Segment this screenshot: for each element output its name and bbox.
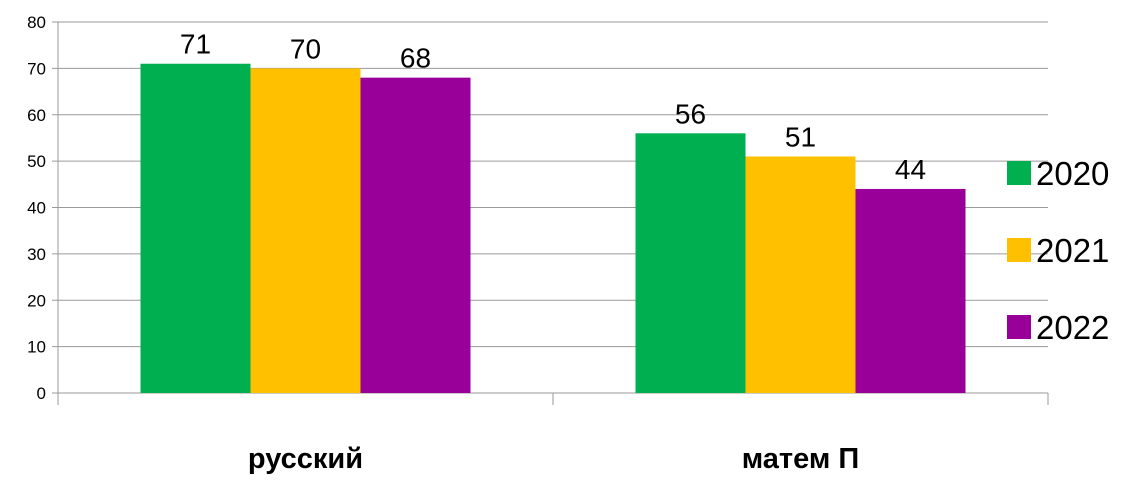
y-tick-label: 50 [27, 152, 46, 171]
data-labels: 71 70 68 56 51 44 [180, 29, 926, 185]
data-label: 68 [400, 43, 431, 74]
y-tick-label: 0 [37, 384, 46, 403]
bar-2021-2 [745, 156, 856, 393]
bar-2022-2 [855, 188, 966, 393]
legend-label: 2020 [1036, 155, 1109, 192]
y-tick-label: 60 [27, 106, 46, 125]
data-label: 70 [290, 33, 321, 64]
legend-swatch [1007, 238, 1031, 262]
y-tick-label: 20 [27, 291, 46, 310]
y-tick-label: 40 [27, 199, 46, 218]
bars [140, 63, 966, 394]
legend-item-2021: 2021 [1007, 232, 1109, 269]
y-tick-label: 10 [27, 338, 46, 357]
x-category-label: матем П [742, 443, 860, 475]
x-category-label: русский [248, 443, 363, 475]
legend-item-2020: 2020 [1007, 155, 1109, 192]
bar-2022-1 [360, 77, 471, 394]
y-tick-label: 30 [27, 245, 46, 264]
data-label: 56 [675, 98, 706, 129]
legend-swatch [1007, 315, 1031, 339]
y-tick-label: 80 [27, 13, 46, 32]
legend-label: 2022 [1036, 309, 1109, 346]
data-label: 51 [785, 121, 816, 152]
bar-2020-1 [140, 63, 251, 394]
legend-item-2022: 2022 [1007, 309, 1109, 346]
data-label: 44 [895, 154, 926, 185]
legend: 2020 2021 2022 [1007, 155, 1109, 346]
y-tick-label: 70 [27, 59, 46, 78]
bar-2020-2 [635, 133, 746, 394]
legend-swatch [1007, 161, 1031, 185]
axes: 0 10 20 30 40 50 60 70 80 русский матем П [27, 13, 1049, 475]
data-label: 71 [180, 29, 211, 60]
bar-2021-1 [250, 68, 361, 393]
legend-label: 2021 [1036, 232, 1109, 269]
